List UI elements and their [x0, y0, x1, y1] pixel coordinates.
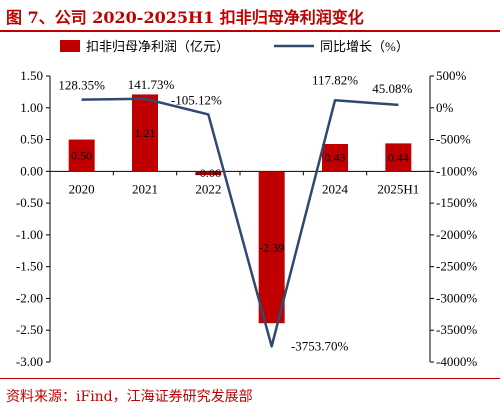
line-value-label: -105.12% [171, 92, 222, 107]
x-axis: 202020212022202320242025H1 [49, 170, 431, 196]
title-divider [0, 30, 500, 32]
line-value-label: 128.35% [58, 78, 105, 93]
growth-line [81, 97, 399, 348]
right-tick-label: -500% [436, 132, 471, 147]
bar-value-label: 1.21 [135, 126, 156, 140]
source-note: 资料来源：iFind，江海证券研究发展部 [6, 389, 253, 405]
bar [68, 139, 95, 172]
right-tick-label: 0% [436, 100, 454, 115]
left-tick-label: 0.00 [20, 163, 43, 178]
line-value-label: 141.73% [128, 77, 175, 92]
left-tick-label: -0.50 [16, 195, 43, 210]
line-value-label: 45.08% [372, 81, 412, 96]
left-tick-label: 1.50 [20, 68, 43, 83]
bar-series [68, 94, 412, 324]
left-tick-label: -1.00 [16, 227, 43, 242]
bar-labels: 0.50 1.21 -0.06 -2.39 0.43 0.44 [71, 126, 409, 254]
bar-value-label: -0.06 [196, 166, 221, 180]
left-tick-label: -3.00 [16, 354, 43, 369]
legend-label-bar: 扣非归母净利润（亿元） [86, 39, 229, 54]
bar-value-label: 0.44 [388, 150, 409, 164]
bar [322, 144, 348, 172]
legend: 扣非归母净利润（亿元） 同比增长（%） [60, 39, 409, 54]
right-tick-label: -1500% [436, 195, 477, 210]
legend-swatch-bar [60, 40, 80, 52]
x-tick-label: 2025H1 [377, 181, 419, 196]
right-tick-label: -4000% [436, 354, 477, 369]
x-tick-label: 2020 [69, 181, 95, 196]
line-value-label: -3753.70% [291, 338, 349, 353]
left-tick-label: -2.00 [16, 290, 43, 305]
line-series [81, 97, 399, 348]
x-tick-label: 2022 [195, 181, 221, 196]
legend-label-line: 同比增长（%） [320, 39, 409, 54]
x-tick-label: 2021 [132, 181, 158, 196]
x-tick-label: 2024 [322, 181, 349, 196]
bar [385, 143, 412, 172]
right-tick-label: -3000% [436, 290, 477, 305]
source-divider [0, 378, 500, 379]
line-labels: 128.35% 141.73%-105.12% -3753.70% 117.82% 45… [58, 72, 412, 353]
left-tick-label: -2.50 [16, 322, 43, 337]
right-tick-label: 500% [436, 68, 467, 83]
bar [258, 171, 285, 324]
right-tick-label: -2500% [436, 259, 477, 274]
right-tick-label: -2000% [436, 227, 477, 242]
chart: 扣非归母净利润（亿元） 同比增长（%） 1.50 1.00 0.50 0.00 -0.5… [16, 39, 477, 369]
left-axis: 1.50 1.00 0.50 0.00 -0.50 -1.00 -1.50 -2.00 -2.5… [16, 68, 51, 369]
right-tick-label: -1000% [436, 163, 477, 178]
figure-title: 图 7、公司 2020-2025H1 扣非归母净利润变化 [6, 8, 364, 27]
bar [195, 171, 222, 176]
bar [132, 94, 158, 172]
left-tick-label: 0.50 [20, 132, 43, 147]
bar-value-label: 0.50 [71, 148, 92, 162]
bar-value-label: 0.43 [325, 151, 346, 165]
bar-value-label: -2.39 [259, 240, 284, 254]
right-axis: 500% 0% -500% -1000% -1500% -2000% -2500% -3000… [429, 68, 477, 369]
left-tick-label: -1.50 [16, 259, 43, 274]
left-tick-label: 1.00 [20, 100, 43, 115]
right-tick-label: -3500% [436, 322, 477, 337]
line-value-label: 117.82% [312, 72, 358, 87]
